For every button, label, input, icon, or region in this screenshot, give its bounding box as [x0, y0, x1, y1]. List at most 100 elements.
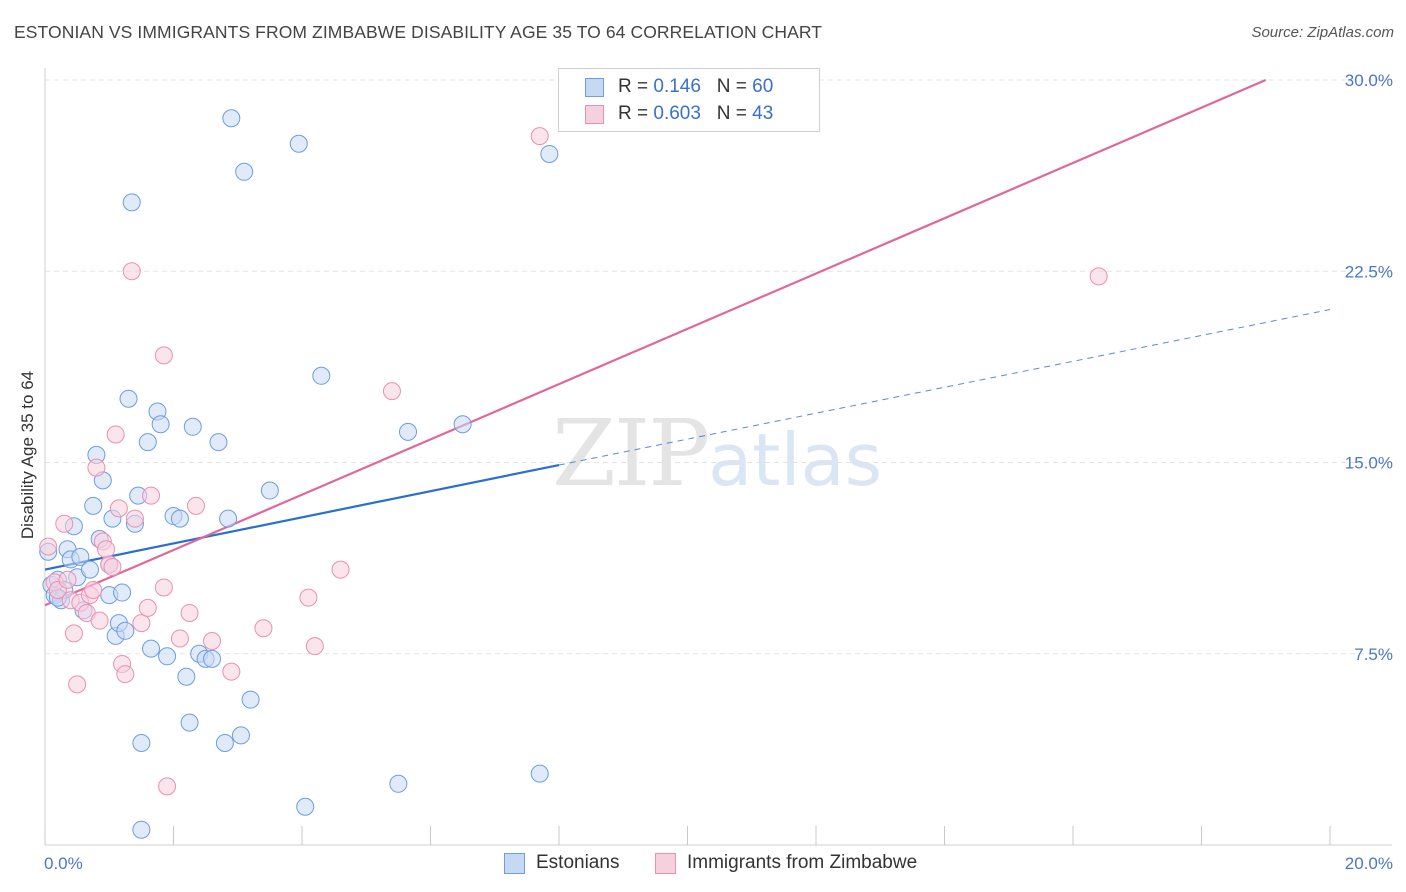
watermark-atlas: atlas [708, 418, 883, 502]
estonian-point [180, 713, 199, 732]
zimbabwe-point [84, 581, 103, 599]
estonian-point [209, 433, 228, 452]
axes [44, 68, 1392, 846]
estonian-point [119, 389, 138, 408]
x-tick-label: 0.0% [44, 854, 83, 873]
zimbabwe-point [530, 127, 549, 146]
estonian-point [289, 134, 308, 153]
zimbabwe-point [142, 486, 161, 505]
bottom-legend-label: Immigrants from Zimbabwe [687, 852, 918, 873]
chart-title: ESTONIAN VS IMMIGRANTS FROM ZIMBABWE DIS… [14, 22, 823, 42]
estonian-point [158, 647, 177, 666]
estonian-point [530, 764, 549, 783]
estonian-point [260, 481, 279, 500]
zimbabwe-point [90, 611, 109, 630]
estonian-point [132, 820, 151, 839]
zimbabwe-point [55, 514, 74, 533]
zimbabwe-point [39, 537, 58, 556]
zimbabwe-point [64, 624, 83, 643]
source-credit: Source: ZipAtlas.com [1251, 24, 1394, 41]
estonian-point [540, 144, 559, 163]
estonian-point [71, 547, 90, 566]
bottom-legend-label: Estonians [536, 852, 620, 873]
estonian-point [170, 509, 189, 528]
zimbabwe-point [158, 777, 177, 796]
zimbabwe-point [305, 637, 324, 656]
zimbabwe-point [122, 262, 141, 281]
estonian-point [138, 433, 157, 452]
bottom-legend-swatch-blue [504, 853, 525, 874]
zimbabwe-point [116, 665, 135, 684]
estonian-trend-line [44, 463, 560, 571]
y-tick-label: 22.5% [1345, 262, 1393, 281]
estonian-point [219, 509, 238, 528]
zimbabwe-point [170, 629, 189, 648]
legend-n-value: 60 [752, 76, 774, 97]
estonian-point [296, 797, 315, 816]
data-points [39, 73, 1108, 839]
estonian-point [122, 193, 141, 212]
estonian-point [142, 639, 161, 658]
estonian-point [84, 496, 103, 515]
zimbabwe-point [58, 570, 77, 589]
estonian-trend-extension [558, 309, 1331, 466]
correlation-legend: R = 0.146 N = 60 R = 0.603 N = 43 [558, 68, 820, 132]
zimbabwe-point [254, 619, 273, 638]
zimbabwe-point [68, 675, 87, 694]
legend-swatch-blue [585, 78, 604, 97]
estonian-point [151, 415, 170, 434]
legend-n-label: N = [716, 76, 753, 97]
zimbabwe-point [97, 540, 116, 559]
zimbabwe-point [106, 425, 125, 444]
legend-r-value: 0.603 [653, 103, 701, 124]
zimbabwe-point [109, 499, 128, 518]
trend-lines [44, 78, 1331, 607]
legend-r-label: R = [618, 76, 654, 97]
estonian-point [177, 667, 196, 686]
estonian-point [116, 621, 135, 640]
zimbabwe-point [154, 346, 173, 365]
legend-text: R = 0.603 N = 43 [618, 103, 773, 125]
estonian-point [241, 690, 260, 709]
zimbabwe-point [299, 588, 318, 607]
estonian-point [235, 162, 254, 181]
estonian-point [231, 726, 250, 745]
estonian-point [389, 774, 408, 793]
legend-r-value: 0.146 [653, 76, 701, 97]
zimbabwe-point [132, 614, 151, 633]
zimbabwe-point [125, 509, 144, 528]
legend-n-label: N = [716, 103, 753, 124]
estonian-point [203, 649, 222, 668]
zimbabwe-point [331, 560, 350, 579]
zimbabwe-trend-line [44, 78, 1267, 607]
estonian-point [222, 109, 241, 128]
x-tick-label: 20.0% [1345, 854, 1393, 873]
y-axis-title: Disability Age 35 to 64 [18, 371, 37, 539]
zimbabwe-point [222, 662, 241, 681]
zimbabwe-point [138, 598, 157, 617]
y-tick-label: 15.0% [1345, 454, 1393, 473]
estonian-point [113, 583, 132, 602]
estonian-point [183, 417, 202, 436]
legend-text: R = 0.146 N = 60 [618, 76, 773, 98]
estonian-point [312, 366, 331, 385]
zimbabwe-point [382, 382, 401, 401]
y-tick-label: 7.5% [1354, 645, 1393, 664]
zimbabwe-point [186, 496, 205, 515]
legend-swatch-pink [585, 105, 604, 124]
legend-r-label: R = [618, 103, 654, 124]
estonian-point [453, 415, 472, 434]
watermark-zip: ZIP [552, 400, 710, 507]
zimbabwe-point [154, 578, 173, 597]
bottom-legend-swatch-pink [655, 853, 676, 874]
zimbabwe-point [203, 632, 222, 650]
estonian-point [80, 560, 99, 579]
estonian-point [399, 422, 418, 441]
zimbabwe-point [87, 458, 106, 477]
watermark: ZIPatlas [552, 400, 882, 507]
zimbabwe-point [180, 603, 199, 622]
zimbabwe-point [1089, 267, 1108, 286]
estonian-point [215, 734, 234, 752]
axis-labels: 7.5% 15.0% 22.5% 30.0% 0.0% 20.0% Disability A… [18, 71, 1393, 873]
